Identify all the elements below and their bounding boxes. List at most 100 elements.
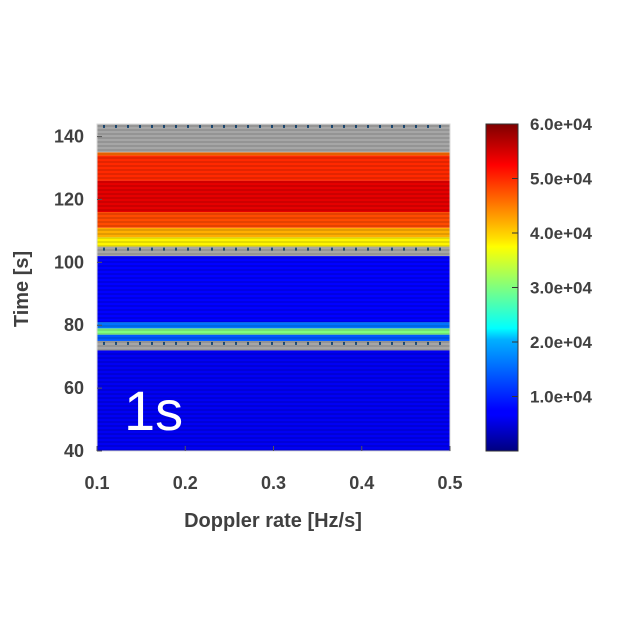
mask-dot: [403, 247, 405, 251]
mask-dot: [271, 125, 273, 128]
mask-dot: [367, 247, 369, 251]
heatmap-band: [97, 227, 450, 238]
colorbar-tick-label: 1.0e+04: [530, 388, 592, 407]
mask-dot: [223, 125, 225, 128]
mask-dot: [331, 341, 333, 345]
mask-dot: [199, 341, 201, 345]
mask-dot: [319, 247, 321, 251]
mask-dot: [415, 341, 417, 345]
mask-dot: [151, 247, 153, 251]
colorbar-tick-label: 6.0e+04: [530, 115, 592, 134]
mask-dot: [391, 125, 393, 128]
mask-dot: [427, 125, 429, 128]
mask-dot: [343, 341, 345, 345]
mask-dot: [319, 125, 321, 128]
mask-dot: [391, 247, 393, 251]
mask-dot: [115, 125, 117, 128]
mask-dot: [259, 125, 261, 128]
time-resolution-annotation: 1s: [124, 379, 183, 442]
mask-dot: [187, 125, 189, 128]
mask-dot: [151, 125, 153, 128]
mask-dot: [163, 247, 165, 251]
mask-dot: [151, 341, 153, 345]
mask-dot: [187, 247, 189, 251]
mask-dot: [355, 247, 357, 251]
mask-dot: [127, 125, 129, 128]
heatmap-band: [97, 155, 450, 181]
mask-dot: [223, 341, 225, 345]
mask-dot: [211, 341, 213, 345]
mask-dot: [415, 125, 417, 128]
heatmap-band: [97, 350, 450, 451]
mask-dot: [103, 247, 105, 251]
mask-dot: [139, 125, 141, 128]
plot-area: [97, 124, 450, 451]
masked-band: [97, 340, 450, 351]
mask-dot: [235, 247, 237, 251]
y-tick-label: 100: [54, 252, 84, 272]
mask-dot: [319, 341, 321, 345]
mask-dot: [259, 341, 261, 345]
heatmap-band: [97, 180, 450, 213]
mask-dot: [211, 247, 213, 251]
masked-band: [97, 124, 450, 153]
x-tick-label: 0.1: [84, 473, 109, 493]
mask-dot: [331, 247, 333, 251]
heatmap-band: [97, 256, 450, 323]
y-axis: 40 60 80 100 120 140: [54, 127, 102, 461]
mask-dot: [139, 341, 141, 345]
mask-dot: [331, 125, 333, 128]
mask-dot: [367, 125, 369, 128]
mask-dot: [367, 341, 369, 345]
mask-dot: [103, 125, 105, 128]
mask-dot: [355, 341, 357, 345]
x-tick-label: 0.5: [437, 473, 462, 493]
mask-dot: [307, 125, 309, 128]
mask-dot: [439, 247, 441, 251]
mask-dot: [187, 341, 189, 345]
mask-dot: [391, 341, 393, 345]
y-tick-label: 40: [64, 441, 84, 461]
mask-dot: [427, 247, 429, 251]
mask-dot: [103, 341, 105, 345]
mask-dot: [115, 247, 117, 251]
mask-dot: [307, 247, 309, 251]
colorbar-tick-label: 3.0e+04: [530, 279, 592, 298]
colorbar-tick-label: 4.0e+04: [530, 224, 592, 243]
mask-dot: [175, 341, 177, 345]
x-axis: 0.1 0.2 0.3 0.4 0.5: [84, 446, 463, 493]
mask-dot: [247, 341, 249, 345]
heatmap-band: [97, 334, 450, 341]
mask-dot: [427, 341, 429, 345]
mask-dot: [355, 125, 357, 128]
mask-dot: [163, 341, 165, 345]
y-tick-label: 80: [64, 315, 84, 335]
mask-dot: [283, 125, 285, 128]
heatmap-band: [97, 322, 450, 329]
mask-dot: [379, 247, 381, 251]
y-tick-label: 140: [54, 127, 84, 147]
mask-dot: [379, 125, 381, 128]
colorbar-tick-label: 5.0e+04: [530, 170, 592, 189]
heatmap-band: [97, 152, 450, 156]
heatmap-band: [97, 237, 450, 247]
colorbar-ticks: 1.0e+04 2.0e+04 3.0e+04 4.0e+04 5.0e+04 6.0e+…: [512, 115, 592, 407]
mask-dot: [247, 247, 249, 251]
y-tick-label: 60: [64, 378, 84, 398]
mask-dot: [127, 341, 129, 345]
mask-dot: [295, 341, 297, 345]
mask-dot: [439, 341, 441, 345]
mask-dot: [175, 125, 177, 128]
mask-dot: [175, 247, 177, 251]
mask-dot: [295, 125, 297, 128]
mask-dot: [415, 247, 417, 251]
colorbar-tick-label: 2.0e+04: [530, 333, 592, 352]
x-tick-label: 0.4: [349, 473, 374, 493]
mask-dot: [403, 125, 405, 128]
y-tick-label: 120: [54, 189, 84, 209]
mask-dot: [247, 125, 249, 128]
mask-dot: [127, 247, 129, 251]
x-tick-label: 0.2: [173, 473, 198, 493]
mask-dot: [199, 125, 201, 128]
